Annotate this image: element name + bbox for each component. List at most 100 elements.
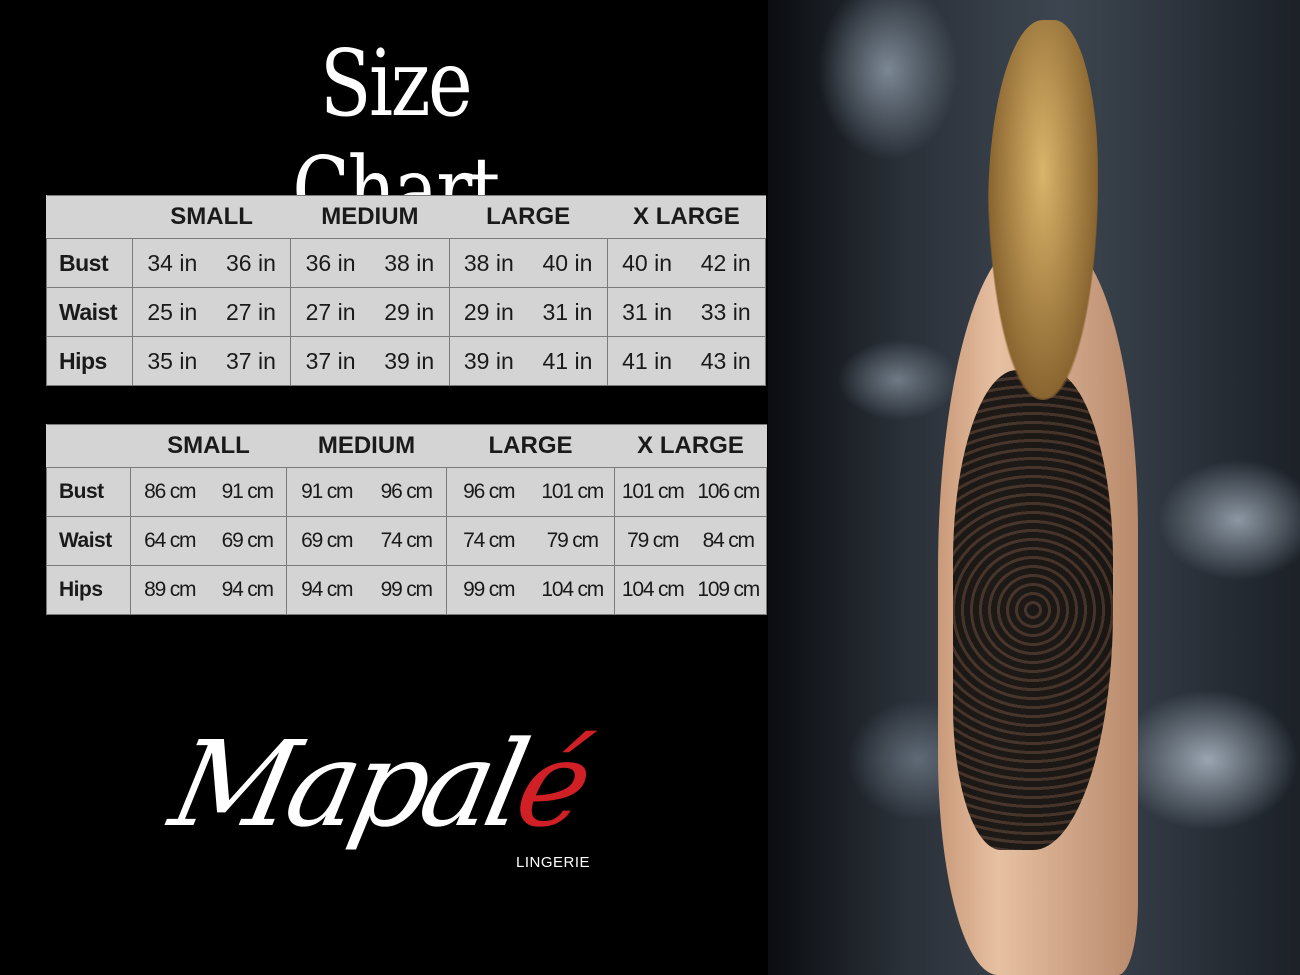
size-cell: 31 in 33 in	[606, 287, 767, 337]
min-value: 91 cm	[301, 480, 353, 503]
max-value: 31 in	[542, 298, 593, 325]
size-cell: 99 cm 104 cm	[446, 565, 615, 615]
min-value: 94 cm	[301, 578, 353, 601]
max-value: 40 in	[542, 249, 593, 276]
size-header: LARGE	[446, 424, 615, 468]
size-cell: 36 in 38 in	[290, 238, 450, 288]
min-value: 41 in	[622, 347, 672, 374]
max-value: 27 in	[226, 298, 276, 325]
max-value: 41 in	[542, 347, 593, 374]
min-value: 64 cm	[144, 529, 196, 552]
table-header-row: SMALL MEDIUM LARGE X LARGE	[46, 424, 767, 468]
max-value: 42 in	[700, 249, 751, 276]
size-cell: 25 in 27 in	[131, 287, 292, 337]
max-value: 74 cm	[380, 529, 433, 552]
size-cell: 27 in 29 in	[290, 287, 450, 337]
measurement-label: Waist	[46, 287, 133, 337]
max-value: 29 in	[384, 298, 435, 325]
size-cell: 91 cm 96 cm	[286, 467, 447, 517]
table-row: Bust 86 cm 91 cm 91 cm 96 cm 96 cm 101 cm 101 c…	[46, 467, 767, 517]
size-cell: 74 cm 79 cm	[446, 516, 615, 566]
measurement-label: Hips	[46, 336, 133, 386]
min-value: 99 cm	[463, 578, 515, 601]
size-cell: 39 in 41 in	[448, 336, 608, 386]
size-cell: 35 in 37 in	[131, 336, 292, 386]
min-value: 38 in	[463, 249, 514, 276]
size-cell: 86 cm 91 cm	[130, 467, 287, 517]
measurement-label: Bust	[46, 238, 133, 288]
min-value: 29 in	[463, 298, 514, 325]
size-cell: 69 cm 74 cm	[286, 516, 447, 566]
size-cell: 41 in 43 in	[606, 336, 767, 386]
min-value: 39 in	[463, 347, 514, 374]
size-cell: 89 cm 94 cm	[130, 565, 287, 615]
table-row: Waist 25 in 27 in 27 in 29 in 29 in 31 in 31 in…	[46, 287, 767, 337]
min-value: 35 in	[147, 347, 198, 374]
min-value: 40 in	[622, 249, 672, 276]
model-hair	[988, 20, 1098, 400]
max-value: 101 cm	[541, 480, 604, 503]
size-cell: 64 cm 69 cm	[130, 516, 287, 566]
max-value: 79 cm	[546, 529, 599, 552]
lace-bodysuit	[953, 370, 1113, 850]
table-header-row: SMALL MEDIUM LARGE X LARGE	[46, 195, 766, 239]
measurement-label: Waist	[46, 516, 131, 566]
max-value: 38 in	[384, 249, 435, 276]
min-value: 31 in	[622, 298, 672, 325]
size-table-inches: SMALL MEDIUM LARGE X LARGE Bust 34 in 36 i…	[46, 195, 767, 386]
size-header: MEDIUM	[290, 195, 449, 239]
size-header: SMALL	[130, 424, 287, 468]
min-value: 25 in	[147, 298, 198, 325]
size-header: X LARGE	[607, 195, 766, 239]
max-value: 36 in	[226, 249, 276, 276]
min-value: 96 cm	[463, 480, 515, 503]
max-value: 43 in	[700, 347, 751, 374]
size-header: SMALL	[132, 195, 291, 239]
model-photo	[768, 0, 1300, 975]
min-value: 86 cm	[144, 480, 196, 503]
brand-logo: Mapalé	[160, 715, 599, 853]
min-value: 74 cm	[463, 529, 515, 552]
min-value: 36 in	[305, 249, 356, 276]
size-table-cm: SMALL MEDIUM LARGE X LARGE Bust 86 cm 91 c…	[46, 424, 767, 615]
size-cell: 96 cm 101 cm	[446, 467, 615, 517]
size-cell: 29 in 31 in	[448, 287, 608, 337]
min-value: 37 in	[305, 347, 356, 374]
min-value: 89 cm	[144, 578, 196, 601]
size-cell: 94 cm 99 cm	[286, 565, 447, 615]
min-value: 101 cm	[621, 480, 685, 503]
size-cell: 104 cm 109 cm	[614, 565, 767, 615]
table-row: Hips 35 in 37 in 37 in 39 in 39 in 41 in 41 in 4…	[46, 336, 767, 386]
max-value: 99 cm	[380, 578, 433, 601]
min-value: 27 in	[305, 298, 356, 325]
size-header: LARGE	[449, 195, 608, 239]
measurement-label: Hips	[46, 565, 131, 615]
min-value: 104 cm	[621, 578, 685, 601]
max-value: 37 in	[226, 347, 276, 374]
size-cell: 40 in 42 in	[606, 238, 767, 288]
size-cell: 37 in 39 in	[290, 336, 450, 386]
max-value: 91 cm	[221, 480, 274, 503]
table-row: Waist 64 cm 69 cm 69 cm 74 cm 74 cm 79 cm 79 cm…	[46, 516, 767, 566]
max-value: 109 cm	[697, 578, 760, 601]
max-value: 106 cm	[697, 480, 760, 503]
size-cell: 34 in 36 in	[131, 238, 292, 288]
max-value: 69 cm	[221, 529, 274, 552]
size-header: MEDIUM	[286, 424, 447, 468]
max-value: 33 in	[700, 298, 751, 325]
size-cell: 38 in 40 in	[448, 238, 608, 288]
size-cell: 101 cm 106 cm	[614, 467, 767, 517]
measurement-label: Bust	[46, 467, 131, 517]
max-value: 39 in	[384, 347, 435, 374]
max-value: 84 cm	[702, 529, 755, 552]
brand-subtitle: LINGERIE	[516, 854, 591, 871]
max-value: 96 cm	[380, 480, 433, 503]
table-row: Hips 89 cm 94 cm 94 cm 99 cm 99 cm 104 cm 104 c…	[46, 565, 767, 615]
min-value: 34 in	[147, 249, 198, 276]
size-cell: 79 cm 84 cm	[614, 516, 767, 566]
max-value: 104 cm	[541, 578, 604, 601]
min-value: 69 cm	[301, 529, 353, 552]
size-header: X LARGE	[614, 424, 767, 468]
min-value: 79 cm	[627, 529, 679, 552]
table-row: Bust 34 in 36 in 36 in 38 in 38 in 40 in 40 in 4…	[46, 238, 767, 288]
